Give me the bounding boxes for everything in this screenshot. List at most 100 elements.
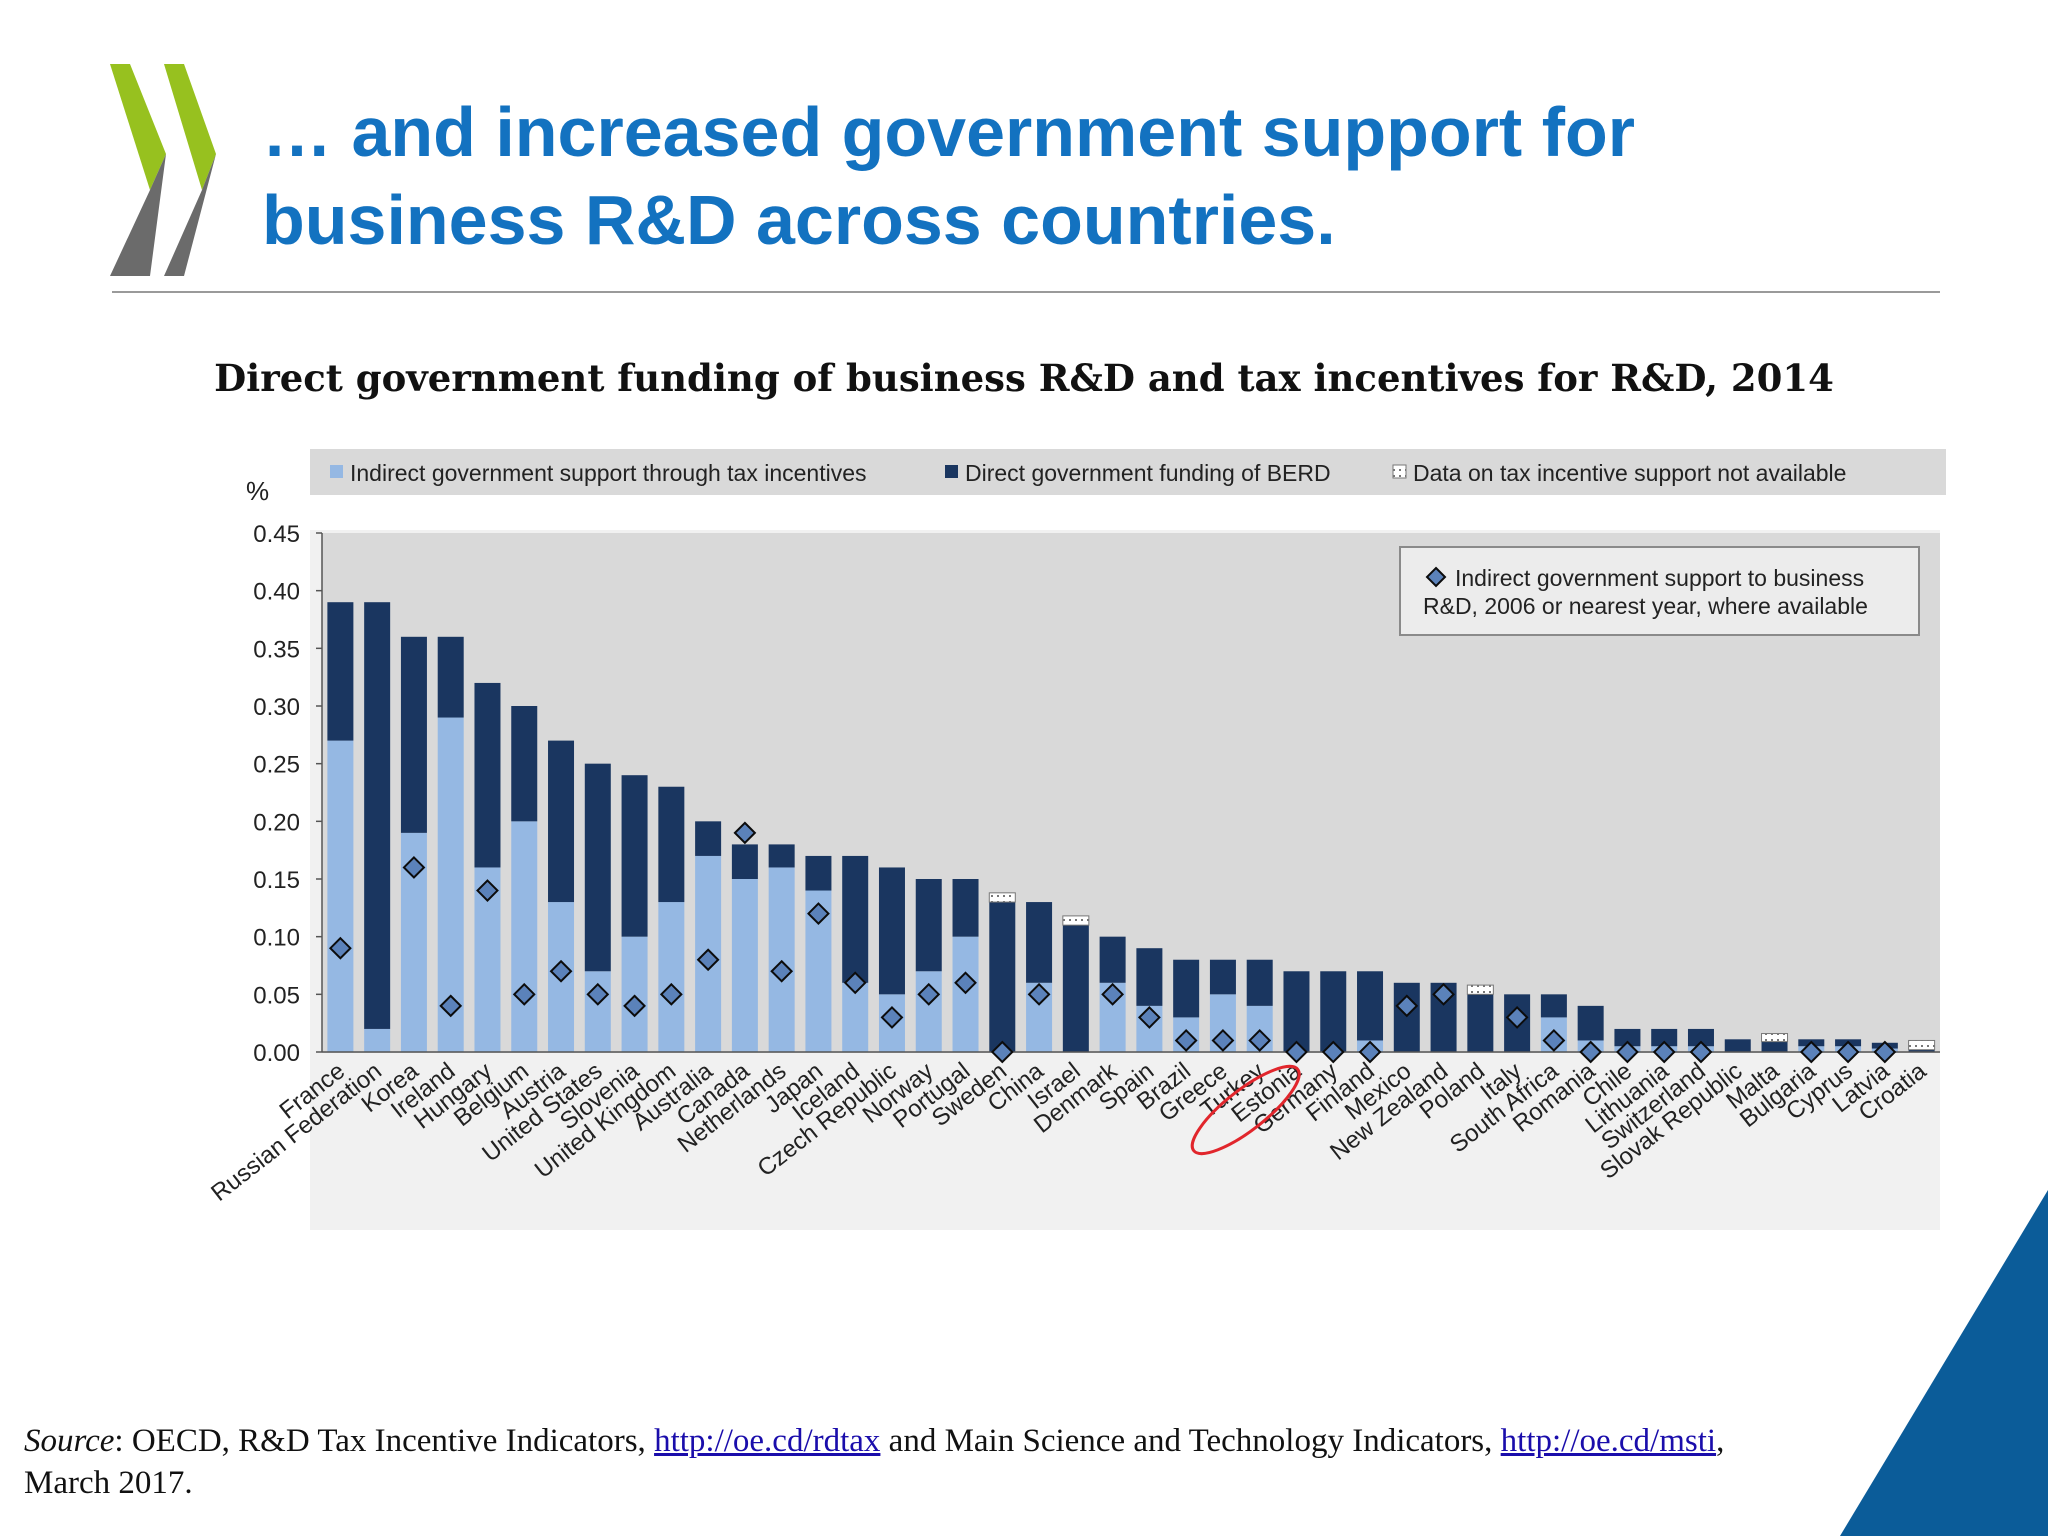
marker-22 bbox=[1137, 1005, 1161, 1029]
legend: Indirect government support through tax … bbox=[330, 460, 1846, 486]
y-tick-label: 0.00 bbox=[253, 1040, 300, 1067]
y-tick-label: 0.30 bbox=[253, 694, 300, 721]
bar-2-35 bbox=[1614, 1028, 1641, 1047]
bar-2-11 bbox=[731, 844, 758, 879]
marker-0 bbox=[328, 936, 352, 960]
y-tick-label: 0.45 bbox=[253, 521, 300, 548]
highlight-ellipse bbox=[1190, 1064, 1301, 1156]
marker-27 bbox=[1321, 1040, 1345, 1064]
marker-21 bbox=[1101, 982, 1125, 1006]
marker-legend: Indirect government support to businessR… bbox=[1399, 546, 1920, 636]
chart-title: Direct government funding of business R&… bbox=[214, 356, 1834, 400]
bar-2-21 bbox=[1099, 936, 1126, 983]
bar-2-9 bbox=[658, 786, 685, 903]
marker-34 bbox=[1579, 1040, 1603, 1064]
y-tick-label: 0.35 bbox=[253, 636, 300, 663]
marker-legend-line2: R&D, 2006 or nearest year, where availab… bbox=[1423, 593, 1868, 619]
marker-42 bbox=[1873, 1040, 1897, 1064]
marker-13 bbox=[807, 902, 830, 926]
msti-link[interactable]: http://oe.cd/msti bbox=[1500, 1423, 1717, 1459]
bar-1-11 bbox=[731, 879, 758, 1052]
bar-2-33 bbox=[1540, 994, 1567, 1018]
title-divider bbox=[112, 291, 1940, 293]
bar-2-13 bbox=[805, 855, 832, 891]
bar-3-31 bbox=[1466, 984, 1494, 995]
bar-2-2 bbox=[400, 636, 427, 833]
source-note: Source: OECD, R&D Tax Incentive Indicato… bbox=[24, 1420, 1804, 1504]
bar-2-25 bbox=[1246, 959, 1273, 1006]
y-tick-label: 0.40 bbox=[253, 579, 300, 606]
bar-3-20 bbox=[1062, 915, 1090, 926]
marker-8 bbox=[623, 994, 646, 1018]
marker-legend-line1: Indirect government support to business bbox=[1455, 565, 1864, 591]
bar-1-12 bbox=[768, 867, 795, 1052]
legend-bar bbox=[310, 449, 1946, 495]
legend-swatch-2 bbox=[945, 465, 958, 478]
marker-11 bbox=[733, 821, 757, 845]
bar-3-43 bbox=[1908, 1039, 1936, 1051]
marker-32 bbox=[1505, 1005, 1529, 1029]
marker-41 bbox=[1836, 1040, 1860, 1064]
marker-18 bbox=[990, 1040, 1014, 1064]
bar-2-20 bbox=[1062, 925, 1089, 1052]
bar-2-29 bbox=[1393, 982, 1420, 1052]
y-tick-label: 0.05 bbox=[253, 982, 300, 1009]
bar-chart: Indirect government support through tax … bbox=[206, 449, 1946, 1230]
marker-6 bbox=[549, 959, 573, 983]
bar-3-39 bbox=[1761, 1033, 1789, 1043]
marker-10 bbox=[696, 948, 720, 972]
bar-2-10 bbox=[695, 821, 722, 856]
bar-2-3 bbox=[437, 636, 464, 718]
y-tick-label: 0.10 bbox=[253, 925, 300, 952]
bar-1-0 bbox=[327, 740, 354, 1052]
marker-7 bbox=[586, 982, 610, 1006]
slide-title-line1: … and increased government support for bbox=[262, 93, 1635, 171]
bar-2-24 bbox=[1209, 959, 1236, 995]
marker-30 bbox=[1432, 982, 1455, 1006]
logo-chevron-grey-left bbox=[110, 154, 166, 276]
bar-2-4 bbox=[474, 682, 501, 868]
marker-33 bbox=[1542, 1029, 1566, 1052]
marker-14 bbox=[843, 971, 867, 995]
logo-chevron-green-right bbox=[164, 64, 216, 190]
legend-swatch-1 bbox=[330, 465, 343, 478]
corner-blue-triangle bbox=[1840, 1190, 2048, 1536]
marker-28 bbox=[1358, 1040, 1382, 1064]
source-text3: , March 2017. bbox=[24, 1423, 1725, 1501]
logo-chevron-green-left bbox=[110, 64, 166, 190]
bar-1-8 bbox=[621, 936, 648, 1052]
bar-2-14 bbox=[842, 855, 869, 983]
bar-2-6 bbox=[548, 740, 575, 903]
bar-2-27 bbox=[1320, 971, 1347, 1052]
marker-legend-box bbox=[1399, 546, 1920, 636]
bar-2-17 bbox=[952, 879, 979, 937]
bar-1-1 bbox=[364, 1028, 391, 1052]
legend-label-3: Data on tax incentive support not availa… bbox=[1413, 460, 1846, 486]
highlight bbox=[1190, 1064, 1301, 1156]
rdtax-link[interactable]: http://oe.cd/rdtax bbox=[654, 1423, 881, 1459]
y-tick-label: 0.25 bbox=[253, 752, 300, 779]
marker-legend-icon bbox=[1425, 566, 1447, 588]
bar-2-36 bbox=[1651, 1028, 1678, 1047]
bar-2-7 bbox=[584, 763, 611, 972]
marker-2 bbox=[402, 856, 426, 879]
source-label: Source bbox=[24, 1423, 115, 1459]
marker-37 bbox=[1689, 1040, 1713, 1064]
y-axis: % 0.00 0.05 0.10 0.15 0.20 0.25 0.30 0.35 0.40 0.4… bbox=[246, 476, 323, 1067]
marker-36 bbox=[1652, 1040, 1676, 1064]
marker-4 bbox=[476, 879, 499, 902]
bar-2-8 bbox=[621, 775, 648, 937]
bar-2-43 bbox=[1908, 1049, 1935, 1052]
source-text2: and Main Science and Technology Indicato… bbox=[880, 1423, 1501, 1459]
marker-40 bbox=[1799, 1040, 1823, 1064]
bar-2-34 bbox=[1577, 1005, 1604, 1041]
marker-9 bbox=[659, 982, 683, 1006]
bar-1-5 bbox=[511, 821, 538, 1052]
bar-2-12 bbox=[768, 844, 795, 868]
legend-label-1: Indirect government support through tax … bbox=[350, 460, 867, 486]
y-axis-unit-label: % bbox=[246, 476, 269, 506]
bar-2-22 bbox=[1136, 948, 1163, 1006]
legend-swatch-3 bbox=[1392, 464, 1407, 479]
bar-2-19 bbox=[1026, 902, 1053, 983]
legend-label-2: Direct government funding of BERD bbox=[965, 460, 1331, 486]
